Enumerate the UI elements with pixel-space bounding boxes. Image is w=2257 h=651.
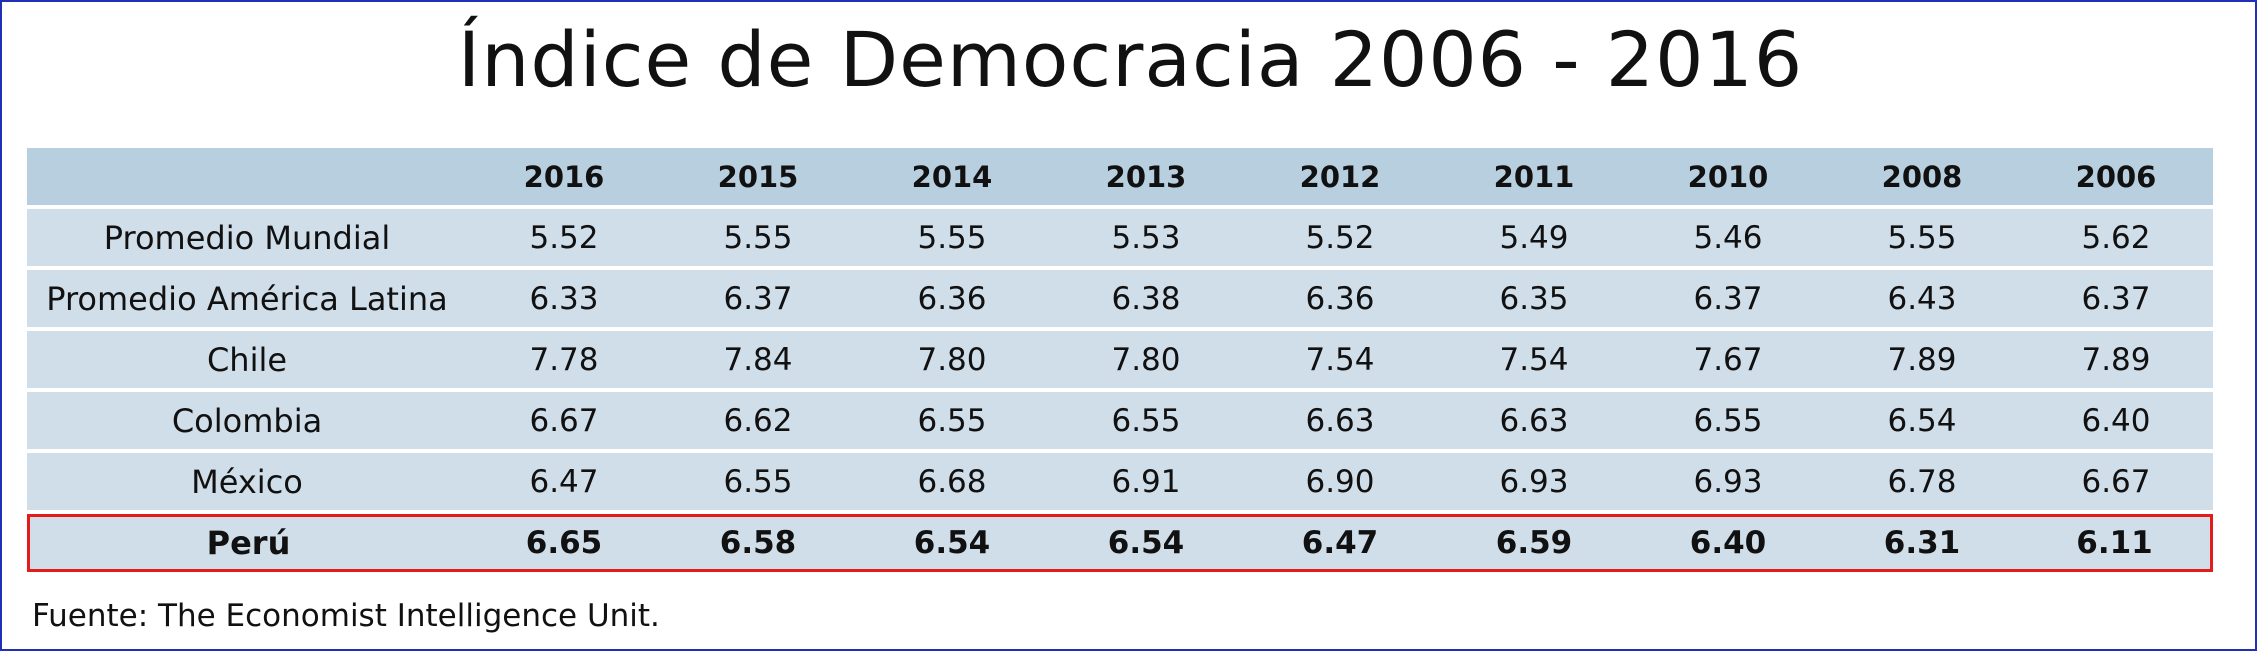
value-cell: 6.93 bbox=[1631, 453, 1825, 514]
value-cell: 6.37 bbox=[661, 270, 855, 331]
value-cell: 5.53 bbox=[1049, 209, 1243, 270]
value-cell: 6.63 bbox=[1437, 392, 1631, 453]
value-cell: 6.40 bbox=[1631, 514, 1825, 572]
value-cell: 6.58 bbox=[661, 514, 855, 572]
header-year-cell: 2016 bbox=[467, 148, 661, 209]
table-row: Promedio Mundial 5.52 5.55 5.55 5.53 5.52 5.49… bbox=[27, 209, 2213, 270]
data-table-container: 2016 2015 2014 2013 2012 2011 2010 2008 2006 Pro… bbox=[27, 148, 2213, 572]
value-cell: 7.54 bbox=[1243, 331, 1437, 392]
value-cell: 7.78 bbox=[467, 331, 661, 392]
value-cell: 7.80 bbox=[855, 331, 1049, 392]
value-cell: 6.36 bbox=[1243, 270, 1437, 331]
table-row: México 6.47 6.55 6.68 6.91 6.90 6.93 6.93 6.78 6.… bbox=[27, 453, 2213, 514]
header-corner-cell bbox=[27, 148, 467, 209]
value-cell: 6.93 bbox=[1437, 453, 1631, 514]
row-label-cell: Promedio América Latina bbox=[27, 270, 467, 331]
value-cell: 6.47 bbox=[1243, 514, 1437, 572]
value-cell: 7.80 bbox=[1049, 331, 1243, 392]
row-label-cell: México bbox=[27, 453, 467, 514]
value-cell: 6.55 bbox=[1631, 392, 1825, 453]
value-cell: 6.65 bbox=[467, 514, 661, 572]
table-row: Colombia 6.67 6.62 6.55 6.55 6.63 6.63 6.55 6.54… bbox=[27, 392, 2213, 453]
row-label-cell: Promedio Mundial bbox=[27, 209, 467, 270]
value-cell: 6.55 bbox=[661, 453, 855, 514]
value-cell: 5.55 bbox=[855, 209, 1049, 270]
value-cell: 6.35 bbox=[1437, 270, 1631, 331]
value-cell: 6.33 bbox=[467, 270, 661, 331]
table-body: Promedio Mundial 5.52 5.55 5.55 5.53 5.52 5.49… bbox=[27, 209, 2213, 572]
value-cell: 6.91 bbox=[1049, 453, 1243, 514]
democracy-index-table: 2016 2015 2014 2013 2012 2011 2010 2008 2006 Pro… bbox=[27, 148, 2213, 572]
value-cell: 6.40 bbox=[2019, 392, 2213, 453]
header-year-cell: 2014 bbox=[855, 148, 1049, 209]
value-cell: 6.37 bbox=[1631, 270, 1825, 331]
value-cell: 6.68 bbox=[855, 453, 1049, 514]
value-cell: 6.37 bbox=[2019, 270, 2213, 331]
table-header-row: 2016 2015 2014 2013 2012 2011 2010 2008 2006 bbox=[27, 148, 2213, 209]
value-cell: 7.89 bbox=[1825, 331, 2019, 392]
value-cell: 6.62 bbox=[661, 392, 855, 453]
value-cell: 7.54 bbox=[1437, 331, 1631, 392]
value-cell: 6.31 bbox=[1825, 514, 2019, 572]
table-row: Promedio América Latina 6.33 6.37 6.36 6.38 6… bbox=[27, 270, 2213, 331]
row-label-cell: Chile bbox=[27, 331, 467, 392]
value-cell: 5.52 bbox=[1243, 209, 1437, 270]
value-cell: 5.55 bbox=[661, 209, 855, 270]
value-cell: 6.67 bbox=[2019, 453, 2213, 514]
value-cell: 5.55 bbox=[1825, 209, 2019, 270]
value-cell: 6.67 bbox=[467, 392, 661, 453]
value-cell: 6.90 bbox=[1243, 453, 1437, 514]
value-cell: 5.49 bbox=[1437, 209, 1631, 270]
table-row-highlighted: Perú 6.65 6.58 6.54 6.54 6.47 6.59 6.40 6.31 6.11 bbox=[27, 514, 2213, 572]
value-cell: 6.54 bbox=[855, 514, 1049, 572]
value-cell: 6.54 bbox=[1825, 392, 2019, 453]
value-cell: 7.89 bbox=[2019, 331, 2213, 392]
value-cell: 6.47 bbox=[467, 453, 661, 514]
value-cell: 7.67 bbox=[1631, 331, 1825, 392]
value-cell: 5.62 bbox=[2019, 209, 2213, 270]
value-cell: 6.55 bbox=[1049, 392, 1243, 453]
value-cell: 6.11 bbox=[2019, 514, 2213, 572]
header-year-cell: 2015 bbox=[661, 148, 855, 209]
table-row: Chile 7.78 7.84 7.80 7.80 7.54 7.54 7.67 7.89 7.8… bbox=[27, 331, 2213, 392]
header-year-cell: 2006 bbox=[2019, 148, 2213, 209]
value-cell: 6.43 bbox=[1825, 270, 2019, 331]
chart-title: Índice de Democracia 2006 - 2016 bbox=[457, 15, 1804, 104]
value-cell: 6.78 bbox=[1825, 453, 2019, 514]
value-cell: 6.55 bbox=[855, 392, 1049, 453]
source-note: Fuente: The Economist Intelligence Unit. bbox=[32, 598, 660, 634]
header-year-cell: 2008 bbox=[1825, 148, 2019, 209]
value-cell: 5.46 bbox=[1631, 209, 1825, 270]
value-cell: 7.84 bbox=[661, 331, 855, 392]
header-year-cell: 2012 bbox=[1243, 148, 1437, 209]
row-label-cell: Perú bbox=[27, 514, 467, 572]
header-year-cell: 2011 bbox=[1437, 148, 1631, 209]
value-cell: 5.52 bbox=[467, 209, 661, 270]
row-label-cell: Colombia bbox=[27, 392, 467, 453]
header-year-cell: 2010 bbox=[1631, 148, 1825, 209]
value-cell: 6.63 bbox=[1243, 392, 1437, 453]
value-cell: 6.54 bbox=[1049, 514, 1243, 572]
value-cell: 6.38 bbox=[1049, 270, 1243, 331]
value-cell: 6.59 bbox=[1437, 514, 1631, 572]
value-cell: 6.36 bbox=[855, 270, 1049, 331]
header-year-cell: 2013 bbox=[1049, 148, 1243, 209]
